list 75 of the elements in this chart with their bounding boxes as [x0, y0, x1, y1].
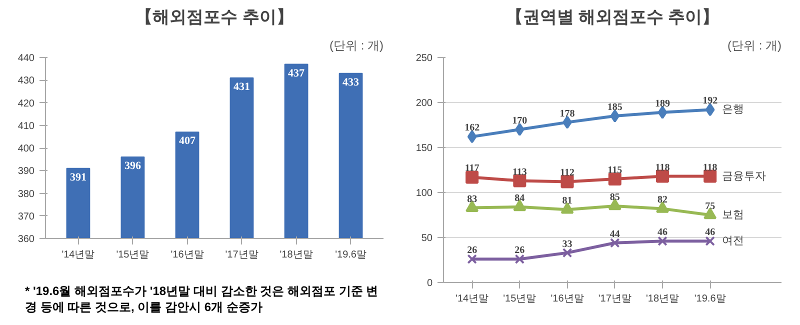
- data-label: 26: [467, 245, 478, 256]
- point: [608, 172, 622, 186]
- data-label: 26: [514, 245, 525, 256]
- y-tick-label: 200: [416, 98, 433, 109]
- point: [467, 130, 477, 144]
- x-tick-label: '14년말: [456, 294, 489, 304]
- data-label: 192: [702, 96, 718, 107]
- x-tick-label: '18년말: [280, 250, 313, 260]
- data-label: 81: [562, 196, 572, 207]
- y-tick-label: 100: [416, 188, 433, 199]
- y-tick-label: 400: [18, 144, 35, 154]
- x-tick-label: '17년말: [598, 294, 632, 304]
- y-tick-label: 50: [421, 233, 433, 244]
- y-tick-label: 150: [416, 143, 433, 154]
- y-tick-label: 0: [426, 278, 433, 289]
- y-tick-label: 440: [18, 53, 35, 64]
- data-label: 75: [705, 201, 716, 212]
- chart-title: 【해외점포수 추이】: [136, 8, 294, 26]
- y-tick-label: 420: [18, 98, 35, 110]
- x-tick-label: '18년말: [646, 294, 680, 304]
- x-tick-label: '16년말: [550, 294, 584, 304]
- series-label: 은행: [722, 104, 744, 116]
- data-label: 33: [562, 238, 572, 250]
- y-tick-label: 250: [416, 53, 433, 64]
- data-label: 178: [560, 108, 575, 120]
- x-tick-label: '14년말: [62, 250, 95, 260]
- series-label: 금융투자: [722, 170, 766, 182]
- data-label: 117: [464, 163, 480, 174]
- series-label: 보험: [722, 209, 744, 221]
- x-tick-label: '15년말: [503, 294, 536, 304]
- y-tick-label: 390: [18, 166, 35, 178]
- data-label: 112: [560, 168, 575, 179]
- data-label: 431: [234, 80, 250, 93]
- data-label: 44: [610, 228, 620, 240]
- chart-title: 【권역별 해외점포수 추이】: [506, 8, 720, 26]
- data-label: 185: [607, 102, 622, 113]
- data-label: 162: [464, 122, 480, 134]
- point: [610, 238, 620, 248]
- data-label: 433: [342, 76, 360, 88]
- data-label: 85: [610, 192, 620, 203]
- chart-subtitle: (단위 : 개): [330, 38, 384, 52]
- data-label: 396: [124, 160, 142, 172]
- point: [515, 123, 524, 136]
- x-tick-label: '19.6말: [335, 250, 366, 260]
- data-label: 84: [514, 192, 525, 204]
- x-tick-label: '19.6말: [694, 294, 726, 304]
- data-label: 407: [178, 135, 196, 148]
- y-tick-label: 410: [18, 120, 35, 132]
- point: [705, 103, 715, 116]
- point: [467, 254, 477, 264]
- point: [466, 170, 479, 184]
- data-label: 83: [467, 194, 478, 205]
- x-tick-label: '15년말: [116, 250, 150, 260]
- x-tick-label: '16년말: [170, 250, 204, 260]
- data-label: 189: [654, 98, 670, 110]
- y-tick-label: 370: [18, 211, 35, 222]
- x-tick-label: '17년말: [225, 250, 258, 260]
- point: [560, 175, 574, 188]
- point: [705, 236, 715, 246]
- text: * '19.6월 해외점포수가 '18년말 대비 감소한 것은 해외점포 기준 변경 등에 따른 것으로, 이를 감안시 6개 순증가: [25, 283, 380, 315]
- data-label: 170: [512, 116, 528, 126]
- point: [562, 248, 572, 258]
- point: [658, 236, 668, 246]
- point: [514, 254, 525, 264]
- y-tick-label: 360: [18, 234, 35, 245]
- point: [610, 110, 620, 122]
- y-tick-label: 380: [18, 188, 35, 200]
- data-label: 46: [705, 227, 716, 238]
- data-label: 46: [657, 227, 668, 238]
- data-label: 437: [288, 67, 306, 80]
- series-label: 여전: [722, 235, 744, 248]
- data-label: 391: [70, 171, 86, 184]
- data-label: 82: [657, 194, 668, 206]
- chart-subtitle: (단위 : 개): [728, 38, 782, 52]
- y-tick-label: 430: [18, 76, 35, 87]
